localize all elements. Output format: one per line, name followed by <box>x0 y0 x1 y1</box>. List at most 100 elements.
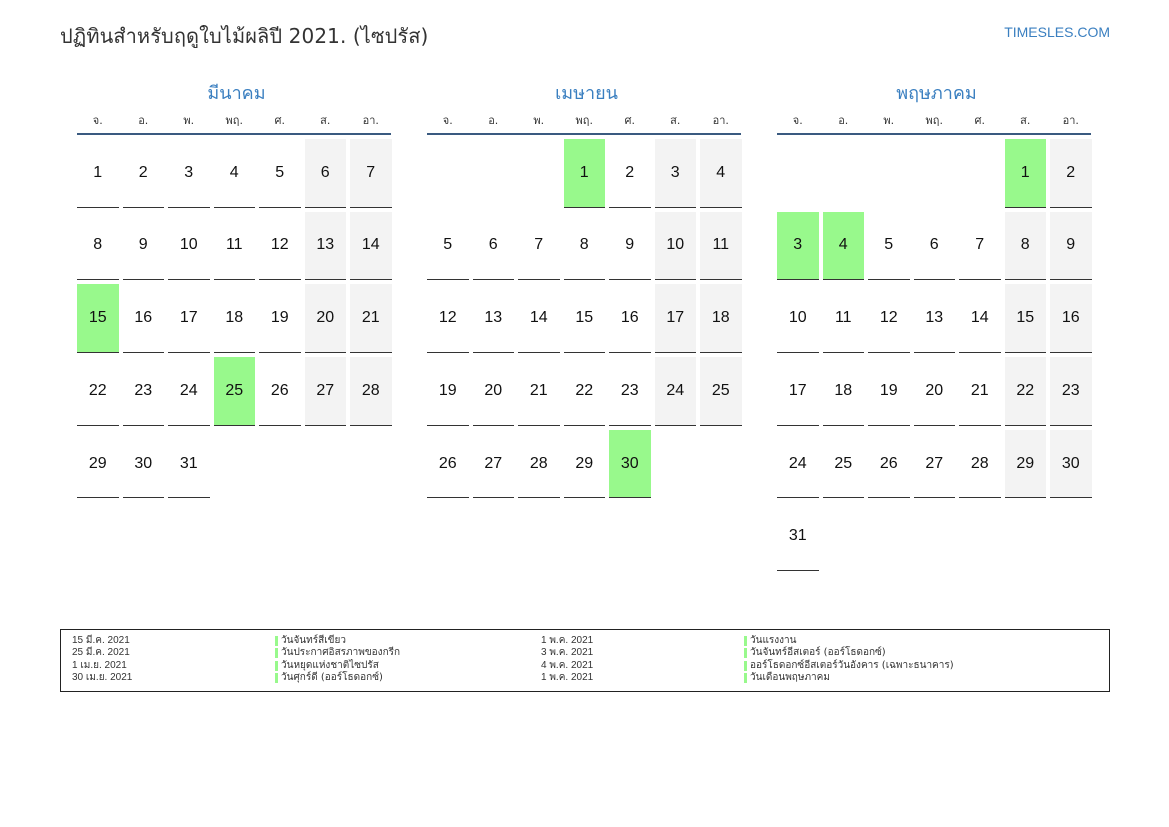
day-cell[interactable]: 21 <box>518 357 560 426</box>
day-cell[interactable]: 5 <box>427 212 469 281</box>
day-cell[interactable]: 17 <box>777 357 819 426</box>
day-cell[interactable]: 17 <box>168 284 210 353</box>
day-cell[interactable]: 29 <box>77 430 119 499</box>
day-cell[interactable]: 25 <box>700 357 742 426</box>
day-cell[interactable]: 25 <box>822 430 864 499</box>
day-cell[interactable]: 5 <box>259 139 301 208</box>
day-cell[interactable]: 27 <box>913 430 955 499</box>
day-cell[interactable]: 13 <box>472 284 514 353</box>
day-cell[interactable]: 16 <box>1050 284 1092 353</box>
day-cell[interactable]: 12 <box>427 284 469 353</box>
day-cell[interactable]: 18 <box>213 284 255 353</box>
day-cell[interactable]: 20 <box>472 357 514 426</box>
day-cell[interactable]: 11 <box>213 212 255 281</box>
day-cell[interactable]: 13 <box>304 211 346 281</box>
weekday-label: อ. <box>138 114 149 127</box>
day-cell[interactable]: 2 <box>122 139 164 208</box>
day-cell[interactable]: 7 <box>350 139 392 208</box>
day-cell[interactable]: 19 <box>259 284 301 353</box>
brand-link[interactable]: TIMESLES.COM <box>1004 24 1110 40</box>
day-cell[interactable]: 7 <box>959 212 1001 281</box>
day-cell[interactable]: 29 <box>1004 429 1046 499</box>
day-cell[interactable]: 4 <box>213 139 255 208</box>
day-cell[interactable]: 12 <box>259 212 301 281</box>
day-cell[interactable]: 11 <box>822 284 864 353</box>
day-cell[interactable]: 27 <box>304 357 346 426</box>
month-name: มีนาคม <box>207 83 266 104</box>
weekday-label: อา. <box>1062 114 1079 127</box>
day-cell[interactable]: 27 <box>472 430 514 499</box>
legend-holiday-text: วันหยุดแห่งชาติไซปรัส <box>281 659 379 671</box>
day-cell[interactable]: 19 <box>427 357 469 426</box>
day-cell[interactable]: 1 <box>77 139 119 208</box>
day-cell[interactable]: 3 <box>168 139 210 208</box>
day-cell[interactable]: 3 <box>654 139 696 208</box>
day-cell[interactable]: 20 <box>304 284 346 353</box>
day-cell[interactable]: 2 <box>609 139 651 208</box>
day-cell[interactable]: 8 <box>563 212 605 281</box>
day-cell[interactable]: 8 <box>1004 211 1046 281</box>
day-cell[interactable]: 22 <box>563 357 605 426</box>
day-cell[interactable]: 30 <box>122 430 164 499</box>
day-cell[interactable]: 26 <box>427 430 469 499</box>
day-cell[interactable]: 7 <box>518 212 560 281</box>
day-cell[interactable]: 22 <box>1004 357 1046 426</box>
holiday-day-cell[interactable]: 1 <box>563 139 605 208</box>
day-cell[interactable]: 28 <box>350 357 392 426</box>
day-cell[interactable]: 22 <box>77 357 119 426</box>
day-cell[interactable]: 28 <box>959 430 1001 499</box>
weekday-header: จ. อ. พ. พฤ. ศ. ส. อา. <box>777 108 1096 132</box>
day-cell[interactable]: 16 <box>122 284 164 353</box>
day-cell[interactable]: 19 <box>868 357 910 426</box>
day-cell[interactable]: 24 <box>168 357 210 426</box>
day-cell[interactable]: 6 <box>913 212 955 281</box>
holiday-day-cell[interactable]: 4 <box>822 211 864 281</box>
day-cell[interactable]: 21 <box>350 284 392 353</box>
day-cell[interactable]: 13 <box>913 284 955 353</box>
day-cell[interactable]: 12 <box>868 284 910 353</box>
day-cell[interactable]: 9 <box>609 212 651 281</box>
day-cell[interactable]: 28 <box>518 430 560 499</box>
legend-date: 30 เม.ย. 2021 <box>72 671 133 683</box>
day-cell[interactable]: 14 <box>518 284 560 353</box>
holiday-day-cell[interactable]: 30 <box>609 429 651 499</box>
day-cell[interactable]: 9 <box>122 212 164 281</box>
day-cell[interactable]: 5 <box>868 212 910 281</box>
day-cell[interactable]: 10 <box>654 211 696 281</box>
day-cell[interactable]: 29 <box>563 430 605 499</box>
day-cell[interactable]: 4 <box>700 139 742 208</box>
day-cell[interactable]: 6 <box>304 139 346 208</box>
day-cell[interactable]: 9 <box>1050 211 1092 281</box>
holiday-day-cell[interactable]: 25 <box>213 357 255 426</box>
day-cell[interactable]: 10 <box>777 284 819 353</box>
day-cell[interactable]: 23 <box>1050 357 1092 426</box>
day-cell[interactable]: 30 <box>1050 429 1092 499</box>
holiday-day-cell[interactable]: 15 <box>77 284 119 353</box>
day-cell[interactable]: 31 <box>777 502 819 571</box>
day-cell[interactable]: 15 <box>1004 284 1046 353</box>
day-cell[interactable]: 11 <box>700 211 742 281</box>
day-cell[interactable]: 2 <box>1050 139 1092 208</box>
day-cell[interactable]: 20 <box>913 357 955 426</box>
day-cell[interactable]: 23 <box>609 357 651 426</box>
day-cell[interactable]: 26 <box>868 430 910 499</box>
day-cell[interactable]: 6 <box>472 212 514 281</box>
day-cell[interactable]: 24 <box>777 430 819 499</box>
day-cell[interactable]: 17 <box>654 284 696 353</box>
day-cell[interactable]: 8 <box>77 212 119 281</box>
day-cell[interactable]: 31 <box>168 430 210 499</box>
day-cell[interactable]: 21 <box>959 357 1001 426</box>
day-cell[interactable]: 16 <box>609 284 651 353</box>
day-cell[interactable]: 15 <box>563 284 605 353</box>
day-cell[interactable]: 23 <box>122 357 164 426</box>
holiday-day-cell[interactable]: 3 <box>777 211 819 281</box>
day-cell[interactable]: 18 <box>700 284 742 353</box>
day-cell[interactable]: 14 <box>350 211 392 281</box>
day-cell[interactable]: 26 <box>259 357 301 426</box>
weekday-label: อ. <box>838 114 849 127</box>
day-cell[interactable]: 14 <box>959 284 1001 353</box>
day-cell[interactable]: 24 <box>654 357 696 426</box>
day-cell[interactable]: 10 <box>168 212 210 281</box>
day-cell[interactable]: 18 <box>822 357 864 426</box>
holiday-day-cell[interactable]: 1 <box>1004 139 1046 208</box>
